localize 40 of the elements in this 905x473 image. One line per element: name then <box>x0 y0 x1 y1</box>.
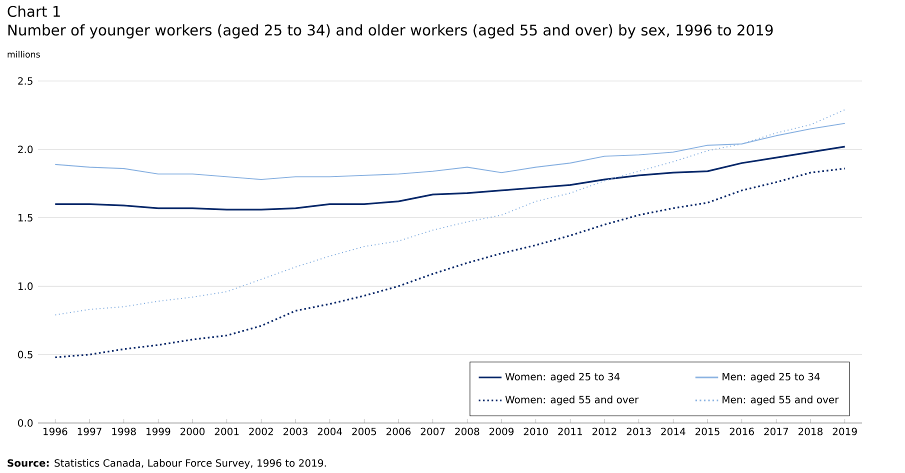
x-tick-label: 2015 <box>696 428 720 436</box>
x-tick-label: 2001 <box>214 428 239 436</box>
x-tick-label: 2011 <box>558 428 582 436</box>
x-tick-label: 2017 <box>764 428 788 436</box>
legend-label: Women: aged 55 and over <box>505 396 639 406</box>
y-tick-label: 0.0 <box>18 419 33 427</box>
x-tick-label: 2002 <box>249 428 273 436</box>
y-tick-label: 0.5 <box>18 350 32 358</box>
x-tick-label: 1997 <box>78 428 102 436</box>
y-tick-label: 1.5 <box>18 214 32 222</box>
x-tick-label: 2005 <box>352 428 376 436</box>
chart-subtitle: Number of younger workers (aged 25 to 34) and older workers (aged 55 and over) by sex, 1996 to 2019 <box>8 24 773 38</box>
legend-label: Women: aged 25 to 34 <box>505 372 620 382</box>
legend-label: Men: aged 25 to 34 <box>722 372 820 382</box>
x-tick-label: 2003 <box>284 428 308 436</box>
y-axis-title: millions <box>8 50 40 58</box>
line-series <box>54 168 846 358</box>
x-tick-label: 2008 <box>455 428 480 436</box>
x-tick-label: 2004 <box>318 428 342 436</box>
x-tick-label: 2012 <box>592 428 616 436</box>
y-tick-label: 1.0 <box>18 282 33 290</box>
x-tick-label: 2006 <box>386 428 411 436</box>
x-tick-label: 1998 <box>112 428 136 436</box>
y-tick-label: 2.0 <box>18 146 33 154</box>
x-tick-label: 2018 <box>798 428 823 436</box>
x-tick-label: 2019 <box>832 428 857 436</box>
x-tick-label: 2016 <box>730 428 754 436</box>
y-tick-label: 2.5 <box>18 77 32 85</box>
text: Source: Statistics Canada, Labour Force Survey, 1996 to 2019. <box>8 459 326 469</box>
x-tick-label: 2010 <box>524 428 548 436</box>
legend-label: Men: aged 55 and over <box>722 396 839 406</box>
chart-title: Chart 1 <box>8 6 60 17</box>
x-tick-label: 2013 <box>626 428 651 436</box>
line-series <box>54 146 846 210</box>
x-tick-label: 1996 <box>44 428 68 436</box>
x-tick-label: 2007 <box>420 428 445 436</box>
x-tick-label: 2009 <box>490 428 514 436</box>
x-tick-label: 1999 <box>146 428 170 436</box>
x-tick-label: 2014 <box>661 428 686 436</box>
x-tick-label: 2000 <box>180 428 205 436</box>
